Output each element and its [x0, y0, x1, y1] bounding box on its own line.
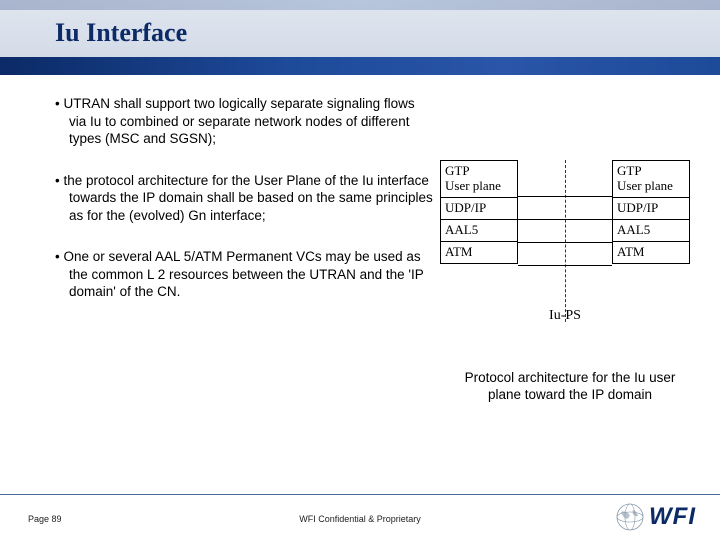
layer: ATM: [441, 242, 517, 263]
connector-line: [518, 196, 612, 197]
globe-icon: [615, 502, 645, 532]
layer: ATM: [613, 242, 689, 263]
logo-text: WFI: [649, 503, 696, 531]
logo: WFI: [615, 502, 696, 532]
interface-divider: [565, 160, 566, 322]
layer: UDP/IP: [441, 198, 517, 220]
bullet-item: One or several AAL 5/ATM Permanent VCs m…: [55, 248, 435, 301]
layer: UDP/IP: [613, 198, 689, 220]
footer: Page 89 WFI Confidential & Proprietary W…: [0, 494, 720, 540]
bullet-item: UTRAN shall support two logically separa…: [55, 95, 435, 148]
confidential-text: WFI Confidential & Proprietary: [299, 514, 421, 524]
connector-line: [518, 219, 612, 220]
stack-left: GTPUser plane UDP/IP AAL5 ATM: [440, 160, 518, 264]
interface-label: Iu-PS: [549, 308, 581, 324]
layer: AAL5: [441, 220, 517, 242]
connector-line: [518, 242, 612, 243]
bullet-list: UTRAN shall support two logically separa…: [55, 95, 435, 325]
page-number: Page 89: [28, 514, 62, 524]
layer: GTPUser plane: [613, 161, 689, 198]
layer: AAL5: [613, 220, 689, 242]
connector-line: [518, 265, 612, 266]
layer: GTPUser plane: [441, 161, 517, 198]
diagram-caption: Protocol architecture for the Iu user pl…: [450, 370, 690, 404]
protocol-stack-diagram: GTPUser plane UDP/IP AAL5 ATM GTPUser pl…: [440, 160, 690, 350]
bullet-item: the protocol architecture for the User P…: [55, 172, 435, 225]
page-title: Iu Interface: [55, 18, 187, 48]
stack-right: GTPUser plane UDP/IP AAL5 ATM: [612, 160, 690, 264]
